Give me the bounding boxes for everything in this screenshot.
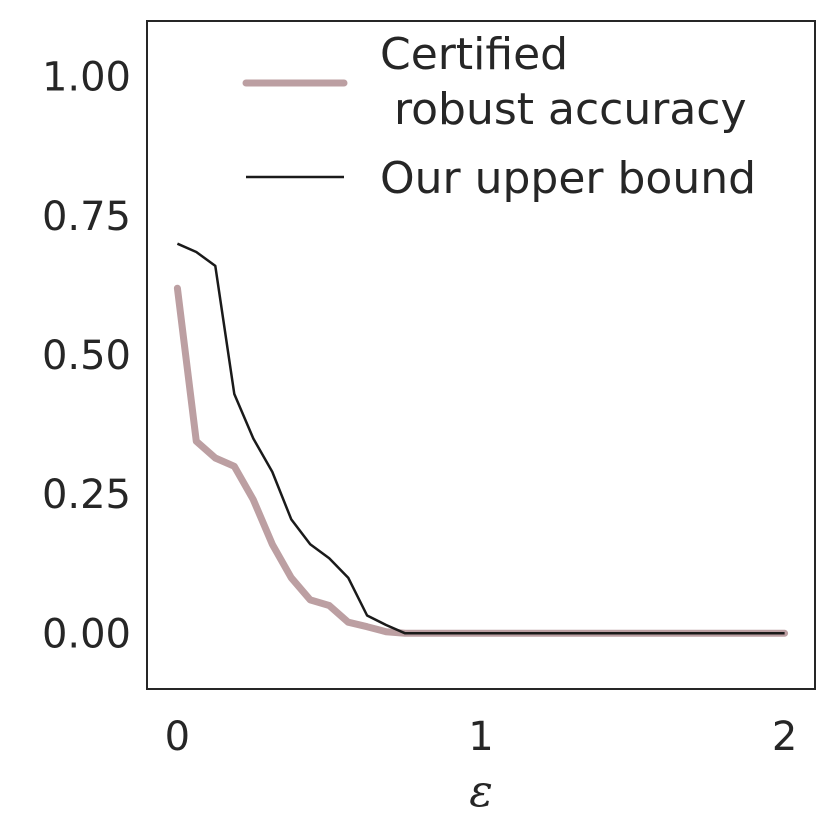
legend-label-certified-line1: Certified xyxy=(380,29,568,80)
plot-area xyxy=(146,20,816,690)
legend-label-certified-line2: robust accuracy xyxy=(380,84,747,135)
y-tick-label: 0.00 xyxy=(42,611,131,657)
legend-label-upper-bound: Our upper bound xyxy=(380,153,756,204)
y-tick-label: 0.25 xyxy=(42,472,131,518)
y-tick-label: 1.00 xyxy=(42,55,131,101)
x-tick-label: 0 xyxy=(165,714,190,760)
legend: Certified robust accuracy Our upper boun… xyxy=(242,29,756,204)
x-tick-label: 1 xyxy=(468,714,493,760)
series-layer xyxy=(173,242,789,637)
series-line-upper-bound xyxy=(176,242,785,635)
x-axis-label: ε xyxy=(469,766,493,817)
tick-layer: 0.00 0.25 0.50 0.75 1.00 0 1 2 xyxy=(42,55,797,760)
x-tick-label: 2 xyxy=(772,714,797,760)
y-tick-label: 0.75 xyxy=(42,194,131,240)
y-tick-label: 0.50 xyxy=(42,333,131,379)
